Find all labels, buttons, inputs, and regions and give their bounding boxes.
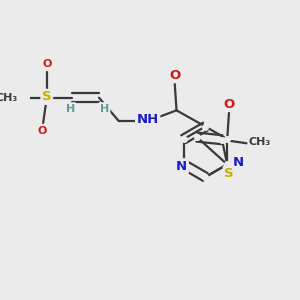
Text: N: N: [232, 156, 244, 169]
Text: NH: NH: [136, 113, 159, 126]
Text: O: O: [224, 98, 235, 110]
Text: O: O: [43, 59, 52, 69]
Text: CH₃: CH₃: [249, 137, 271, 147]
Text: O: O: [169, 69, 180, 82]
Text: CH₃: CH₃: [0, 93, 18, 103]
Text: S: S: [224, 167, 234, 180]
Text: S: S: [42, 90, 52, 103]
Text: O: O: [38, 126, 47, 136]
Text: H: H: [100, 103, 109, 113]
Text: H: H: [66, 103, 75, 113]
Text: N: N: [176, 160, 187, 173]
